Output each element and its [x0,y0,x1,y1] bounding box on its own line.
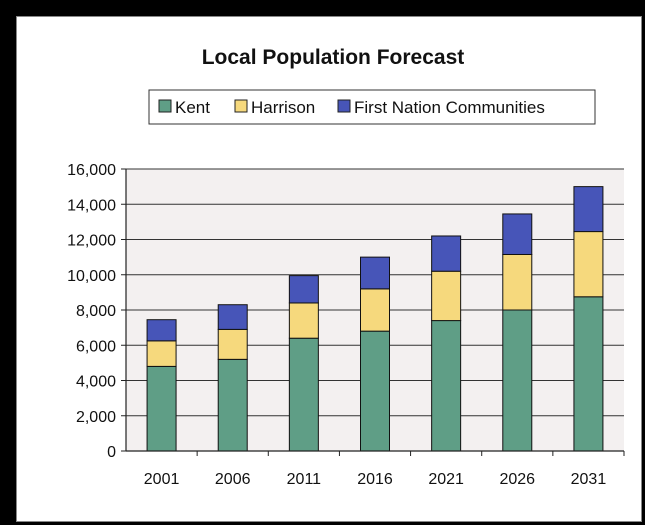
bar-kent-2021 [431,320,462,452]
legend-swatch-harrison [234,99,248,113]
y-tick-label: 0 [107,444,116,461]
bar-first-nation-communities-2006 [217,304,248,330]
chart-outer-border [16,16,642,522]
y-tick-label: 14,000 [67,197,116,214]
y-tick-label: 16,000 [67,162,116,179]
chart-svg: Local Population Forecast Kent Harrison … [16,16,642,522]
bar-first-nation-communities-2011 [288,275,319,304]
bar-first-nation-communities-2031 [573,186,604,233]
legend-item-harrison: Harrison [234,98,315,117]
x-tick-label: 2011 [287,471,322,488]
bar-harrison-2021 [431,270,462,322]
y-tick-label: 12,000 [67,233,116,250]
bar-first-nation-communities-2021 [431,235,462,272]
legend-box [148,89,596,125]
x-tick-label: 2021 [428,471,464,488]
chart-frame: Local Population Forecast Kent Harrison … [16,16,642,522]
legend-swatch-kent [158,99,172,113]
bar-kent-2031 [573,296,604,452]
bar-kent-2016 [360,330,390,452]
bars [146,186,604,452]
legend-label-first-nation-communities: First Nation Communities [354,98,545,117]
bar-kent-2001 [146,365,177,452]
bar-kent-2026 [502,309,533,452]
y-tick-label: 4,000 [76,374,116,391]
x-tick-label: 2016 [357,471,393,488]
bar-first-nation-communities-2016 [360,256,390,290]
y-axis-ticks: 0 2,000 4,000 6,000 8,000 10,000 12,000 14,000 1… [67,162,126,461]
legend-swatch-first-nation-communities [337,99,351,113]
bar-kent-2006 [217,358,248,452]
x-tick-label: 2006 [215,471,251,488]
legend-item-kent: Kent [158,98,210,117]
bar-kent-2011 [288,337,319,452]
bar-harrison-2016 [360,288,390,332]
y-tick-label: 2,000 [76,409,116,426]
legend-label-harrison: Harrison [251,98,315,117]
legend-item-first-nation-communities: First Nation Communities [337,98,545,117]
y-tick-label: 6,000 [76,338,116,355]
bar-harrison-2006 [217,328,248,360]
x-tick-label: 2031 [571,471,607,488]
x-axis-ticks: 2001 2006 2011 2016 2021 2026 2031 [144,451,625,488]
y-tick-label: 10,000 [67,268,116,285]
bar-first-nation-communities-2001 [146,319,177,342]
chart-legend: Kent Harrison First Nation Communities [148,89,596,125]
bar-harrison-2031 [573,231,604,298]
bar-first-nation-communities-2026 [502,213,533,255]
y-tick-label: 8,000 [76,303,116,320]
chart-title: Local Population Forecast [202,46,465,69]
bar-harrison-2011 [288,302,319,339]
legend-label-kent: Kent [175,98,210,117]
x-tick-label: 2001 [144,471,180,488]
bar-harrison-2026 [502,253,533,311]
x-tick-label: 2026 [499,471,535,488]
bar-harrison-2001 [146,340,177,367]
